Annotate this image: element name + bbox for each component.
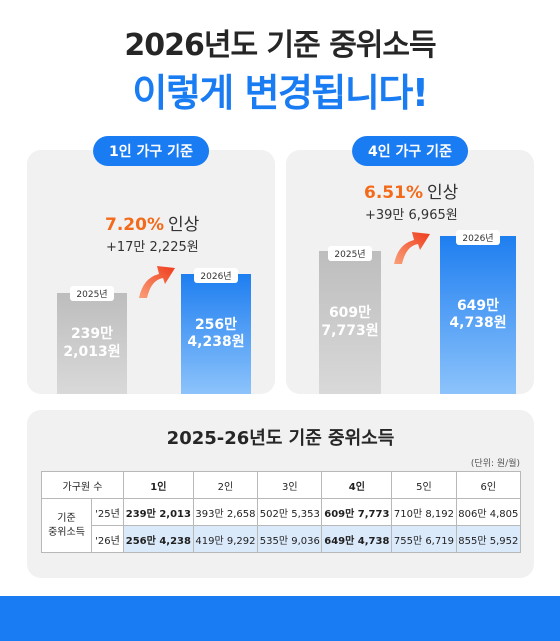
bar-2026-line2: 4,738원: [449, 315, 507, 331]
year-tag-2025: 2025년: [70, 286, 114, 301]
bar-2026-line1: 256만: [194, 316, 238, 333]
bar-2026-line1: 649만: [456, 297, 500, 314]
bar-2025: 609만 7,773원: [319, 251, 381, 394]
header-household-size: 가구원 수: [41, 471, 124, 499]
card-1-person: 1인 가구 기준 7.20% 인상 +17만 2,225원 239만 2,013원…: [27, 136, 275, 394]
year-tag-2026: 2026년: [456, 230, 500, 245]
bar-2025-line2: 7,773원: [321, 322, 379, 339]
median-income-table-card: 2025-26년도 기준 중위소득 (단위: 원/월) 가구원 수 1인 2인 …: [27, 410, 534, 578]
row-year: '25년: [91, 498, 124, 526]
card-4-person-increase: 6.51% 인상: [364, 178, 458, 203]
table-cell: 419만 9,292: [192, 525, 259, 553]
table-cell: 393만 2,658: [192, 498, 259, 526]
increase-percent: 7.20%: [105, 215, 164, 235]
median-income-table: 가구원 수 1인 2인 3인 4인 5인 6인 기준 중위소득 '25년 239…: [41, 471, 522, 553]
table-unit: (단위: 원/월): [470, 459, 520, 469]
bar-2025-line1: 239만: [70, 326, 114, 342]
table-row: 기준 중위소득 '25년 239만 2,013 393만 2,658 502만 …: [41, 498, 522, 553]
increase-word: 인상: [426, 183, 459, 203]
bar-2025-line1: 609만: [328, 305, 372, 321]
col-header: 1인: [123, 471, 194, 499]
table-header-row: 가구원 수 1인 2인 3인 4인 5인 6인: [41, 471, 522, 499]
card-4-person-pill: 4인 가구 기준: [352, 136, 468, 166]
card-1-person-pill: 1인 가구 기준: [93, 136, 209, 166]
card-4-person: 4인 가구 기준 6.51% 인상 +39만 6,965원 609만 7,773원…: [286, 136, 534, 394]
card-1-person-increase: 7.20% 인상: [105, 210, 199, 235]
row-group-label-2: 중위소득: [48, 526, 85, 538]
table-cell: 535만 9,036: [257, 525, 323, 553]
year-tag-2026: 2026년: [194, 268, 238, 283]
table-title: 2025-26년도 기준 중위소득: [166, 428, 395, 449]
increase-word: 인상: [167, 215, 200, 235]
col-header: 2인: [192, 471, 259, 499]
table-cell: 502만 5,353: [257, 498, 323, 526]
bar-2025: 239만 2,013원: [57, 293, 127, 394]
table-cell: 855만 5,952: [455, 525, 522, 553]
headline-line1: 2026년도 기준 중위소득: [124, 28, 436, 63]
table-cell: 710만 8,192: [391, 498, 457, 526]
up-arrow-icon: [394, 232, 430, 264]
year-tag-2025: 2025년: [328, 246, 372, 261]
bar-2026: 649만 4,738원: [440, 236, 516, 394]
col-header: 3인: [257, 471, 323, 499]
table-cell: 256만 4,238: [123, 525, 194, 553]
headline-line2: 이렇게 변경됩니다!: [132, 71, 429, 115]
col-header: 6인: [455, 471, 522, 499]
bar-2026: 256만 4,238원: [181, 274, 251, 394]
increase-percent: 6.51%: [364, 183, 423, 203]
table-cell: 239만 2,013: [123, 498, 194, 526]
bar-2026-line2: 4,238원: [187, 334, 245, 350]
col-header: 4인: [321, 471, 393, 499]
table-cell: 609만 7,773: [321, 498, 393, 526]
increase-amount: +39만 6,965원: [365, 208, 458, 223]
row-year: '26년: [91, 525, 124, 553]
up-arrow-icon: [139, 266, 175, 298]
table-cell: 755만 6,719: [391, 525, 457, 553]
bar-2025-line2: 2,013원: [63, 343, 121, 360]
row-group-label: 기준 중위소득: [41, 498, 92, 553]
table-cell: 649만 4,738: [321, 525, 393, 553]
increase-amount: +17만 2,225원: [106, 240, 199, 255]
table-cell: 806만 4,805: [455, 498, 522, 526]
table-row: '26년 256만 4,238 419만 9,292 535만 9,036 64…: [42, 525, 522, 553]
bottom-banner: [0, 596, 560, 641]
row-group-label-1: 기준: [57, 512, 76, 524]
col-header: 5인: [391, 471, 457, 499]
